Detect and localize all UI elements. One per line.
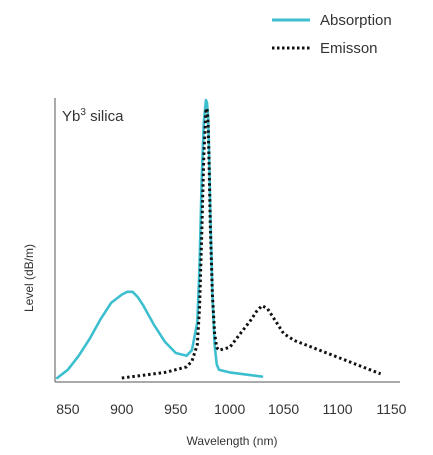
annotation-suffix: silica — [86, 108, 124, 125]
annotation-label: Yb3 silica — [62, 107, 124, 125]
x-tick-label: 1100 — [322, 401, 352, 417]
x-tick-label: 900 — [110, 401, 134, 417]
x-tick-labels: 850 900 950 1000 1050 1100 1150 — [56, 401, 406, 417]
x-tick-label: 1000 — [214, 401, 245, 417]
series-line-absorption — [55, 98, 264, 380]
x-tick-label: 950 — [164, 401, 188, 417]
x-tick-label: 1050 — [268, 401, 299, 417]
series-layer — [55, 98, 382, 380]
series-line-emisson — [121, 106, 382, 380]
x-tick-label: 1150 — [376, 401, 406, 417]
legend-label-absorption: Absorption — [320, 12, 392, 29]
annotation-superscript: 3 — [80, 107, 86, 118]
legend: Absorption Emisson — [272, 12, 392, 57]
y-axis-title: Level (dB/m) — [22, 244, 36, 312]
legend-label-emission: Emisson — [320, 40, 378, 57]
annotation-base: Yb — [62, 108, 80, 125]
x-axis-title: Wavelength (nm) — [187, 434, 278, 448]
x-tick-label: 850 — [56, 401, 80, 417]
